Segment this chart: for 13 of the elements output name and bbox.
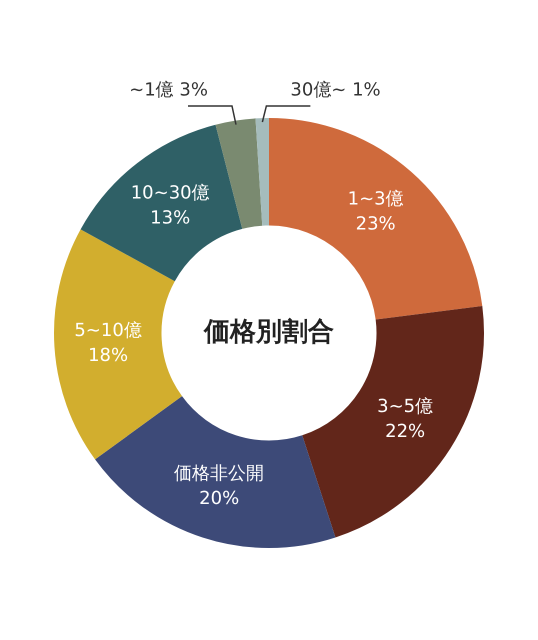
text: 価格別割合: [203, 316, 334, 347]
data-label: 20%: [199, 488, 240, 510]
slice-label: 30億~ 1%: [290, 80, 381, 101]
slice-label: 3~5億: [377, 396, 434, 418]
slice-label: 10~30億: [130, 182, 210, 204]
data-label: 13%: [150, 207, 190, 228]
slice-label: 5~10億: [74, 320, 142, 341]
slice-label: 1~3億: [348, 188, 404, 210]
data-label: 18%: [88, 344, 128, 366]
data-label: 22%: [385, 421, 426, 442]
data-label: 23%: [356, 214, 396, 235]
slice-label: 価格非公開: [174, 463, 264, 484]
slice-label: ~1億 3%: [129, 80, 208, 101]
